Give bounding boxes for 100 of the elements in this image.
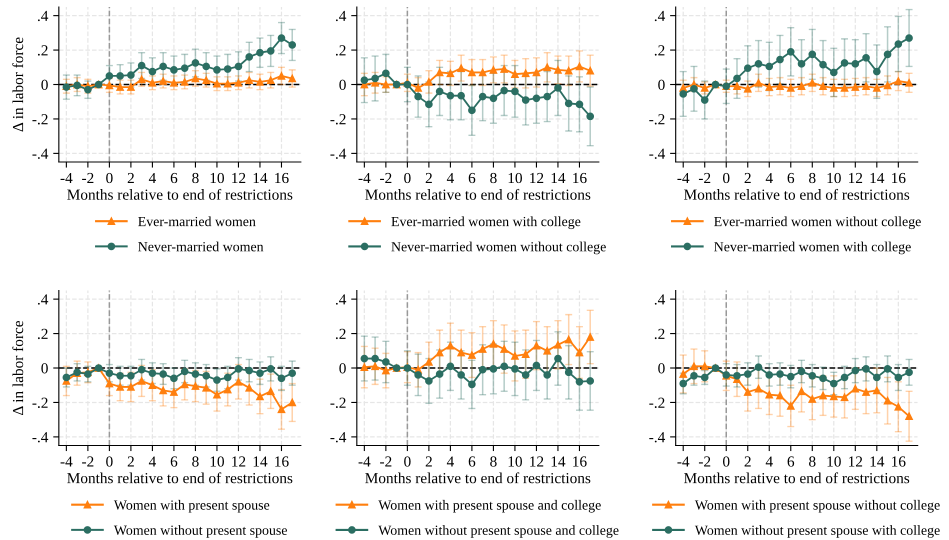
x-tick-label: 16 — [275, 456, 289, 467]
y-tick-label: .2 — [654, 45, 664, 56]
x-tick-label: 6 — [170, 172, 178, 184]
legend-label: Ever-married women without college — [714, 216, 921, 230]
x-tick-label: 10 — [827, 172, 841, 184]
x-tick-label: 2 — [426, 456, 432, 467]
x-tick-label: -4 — [60, 456, 72, 467]
x-tick-label: 6 — [468, 456, 476, 467]
legend-label: Women with present spouse and college — [378, 500, 601, 513]
y-tick-label: 0 — [339, 80, 346, 90]
y-tick-label: -.4 — [649, 432, 666, 442]
y-tick-label: 0 — [41, 80, 48, 90]
x-tick-label: -2 — [380, 456, 392, 467]
x-tick-label: 16 — [892, 456, 906, 467]
y-tick-label: -.4 — [32, 432, 48, 442]
y-tick-label: .4 — [38, 294, 48, 305]
x-tick-label: 0 — [106, 172, 113, 184]
x-tick-label: 4 — [148, 172, 156, 184]
y-tick-label: .4 — [38, 10, 48, 22]
x-tick-label: -2 — [82, 456, 94, 467]
x-axis-title: Months relative to end of restrictions — [684, 472, 910, 484]
x-tick-label: 10 — [827, 456, 841, 467]
x-tick-label: 16 — [573, 172, 587, 184]
x-tick-label: 12 — [530, 172, 544, 184]
legend-label: Women without present spouse — [114, 525, 287, 538]
x-tick-label: -4 — [358, 172, 370, 184]
legend-label: Never-married women with college — [714, 242, 911, 254]
y-tick-label: -.2 — [330, 114, 346, 124]
x-tick-label: 14 — [254, 172, 268, 184]
legend-label: Ever-married women with college — [391, 216, 580, 230]
x-tick-label: 0 — [404, 456, 411, 467]
x-tick-label: 8 — [192, 456, 199, 467]
x-axis-title: Months relative to end of restrictions — [365, 472, 590, 484]
x-tick-label: 6 — [468, 172, 476, 184]
x-tick-label: 2 — [426, 172, 432, 184]
y-tick-label: .2 — [336, 328, 346, 340]
y-tick-label: 0 — [339, 363, 346, 374]
y-tick-label: -.2 — [32, 398, 48, 408]
y-tick-label: .4 — [336, 294, 346, 305]
legend-label: Never-married women without college — [391, 242, 606, 254]
x-tick-label: 14 — [552, 456, 566, 467]
y-tick-label: 0 — [658, 363, 665, 374]
x-tick-label: 4 — [446, 456, 454, 467]
y-tick-label: -.4 — [649, 148, 666, 159]
x-tick-label: 0 — [723, 172, 730, 184]
x-tick-label: 16 — [892, 172, 906, 184]
x-tick-label: 12 — [232, 172, 246, 184]
x-tick-label: 6 — [170, 456, 178, 467]
x-tick-label: 2 — [128, 456, 134, 467]
x-tick-label: 4 — [766, 456, 773, 467]
x-tick-label: 6 — [788, 172, 794, 184]
x-tick-label: 4 — [148, 456, 156, 467]
x-tick-label: 14 — [552, 172, 566, 184]
y-tick-label: -.4 — [330, 148, 346, 159]
legend-label: Women without present spouse and college — [378, 525, 619, 538]
y-tick-label: .2 — [38, 45, 48, 56]
x-tick-label: -4 — [677, 172, 690, 184]
x-tick-label: 10 — [508, 172, 522, 184]
y-axis-title: Δ in labor force — [12, 320, 24, 415]
x-tick-label: 10 — [508, 456, 522, 467]
y-tick-label: .2 — [336, 45, 346, 56]
x-tick-label: 8 — [809, 172, 816, 184]
x-tick-label: -4 — [358, 456, 370, 467]
y-tick-label: .2 — [38, 328, 48, 340]
x-tick-label: -2 — [698, 172, 710, 184]
x-tick-label: -2 — [380, 172, 392, 184]
x-tick-label: 2 — [744, 456, 751, 467]
x-axis-title: Months relative to end of restrictions — [67, 188, 292, 200]
x-tick-label: 14 — [254, 456, 268, 467]
x-tick-label: -4 — [60, 172, 72, 184]
legend-label: Never-married women — [138, 242, 264, 252]
x-tick-label: 12 — [232, 456, 246, 467]
x-tick-label: 4 — [446, 172, 454, 184]
x-tick-label: 8 — [192, 172, 199, 184]
x-axis-title: Months relative to end of restrictions — [684, 188, 910, 200]
y-tick-label: .2 — [654, 328, 664, 340]
x-axis-title: Months relative to end of restrictions — [67, 472, 292, 484]
y-tick-label: -.4 — [32, 148, 48, 159]
x-tick-label: 10 — [210, 172, 224, 184]
legend-label: Women with present spouse — [114, 500, 270, 513]
y-tick-label: -.4 — [330, 432, 346, 442]
x-tick-label: 12 — [849, 172, 862, 184]
x-tick-label: 12 — [530, 456, 544, 467]
legend-label: Women without present spouse with college — [694, 525, 940, 538]
y-axis-title: Δ in labor force — [12, 37, 24, 132]
x-tick-label: 12 — [849, 456, 862, 467]
x-tick-label: 16 — [573, 456, 587, 467]
x-axis-title: Months relative to end of restrictions — [365, 188, 590, 200]
legend-label: Women with present spouse without college — [694, 500, 940, 513]
x-tick-label: -2 — [82, 172, 94, 184]
y-tick-label: -.2 — [649, 398, 664, 408]
x-tick-label: 10 — [210, 456, 224, 467]
x-tick-label: 0 — [723, 456, 730, 467]
y-tick-label: .4 — [654, 10, 666, 22]
x-tick-label: 8 — [490, 172, 497, 184]
y-tick-label: -.2 — [330, 398, 346, 408]
x-tick-label: -4 — [677, 456, 690, 467]
x-tick-label: 16 — [275, 172, 289, 184]
x-tick-label: 2 — [128, 172, 134, 184]
x-tick-label: 14 — [870, 456, 884, 467]
